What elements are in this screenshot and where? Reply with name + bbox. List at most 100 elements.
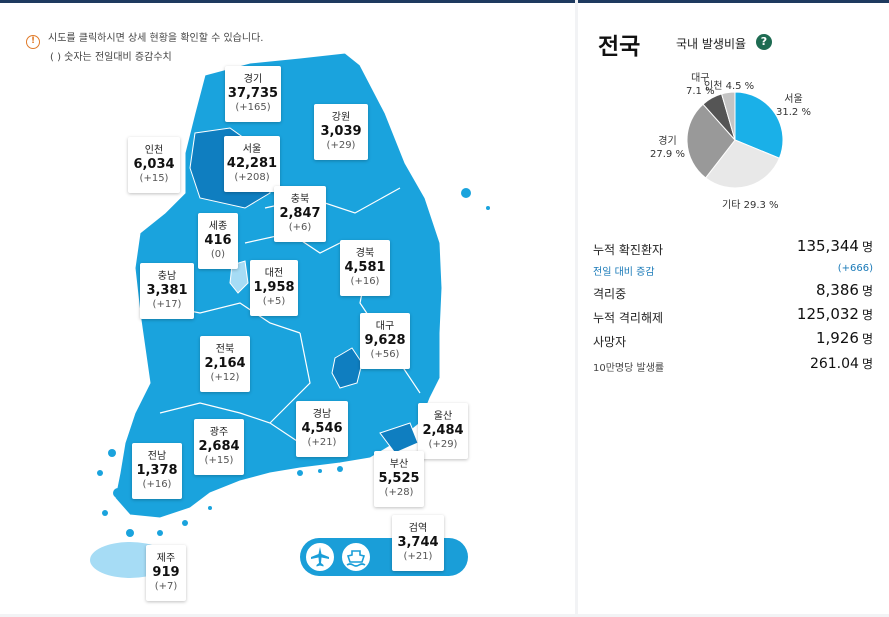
port-button[interactable] (340, 541, 372, 573)
region-delta: (+16) (350, 276, 380, 287)
stat-row-isolated: 격리중 8,386 명 (593, 281, 873, 305)
region-card-gyeonggi[interactable]: 경기 37,735 (+165) (225, 66, 281, 122)
region-count: 2,164 (204, 356, 246, 371)
region-delta: (+5) (262, 296, 286, 307)
region-card-ulsan[interactable]: 울산 2,484 (+29) (418, 403, 468, 459)
region-card-gwangju[interactable]: 광주 2,684 (+15) (194, 419, 244, 475)
region-count: 42,281 (226, 156, 278, 171)
region-delta: (+15) (204, 455, 234, 466)
region-delta: (+29) (326, 140, 356, 151)
region-card-daegu[interactable]: 대구 9,628 (+56) (360, 313, 410, 369)
stat-value: (+666) (837, 263, 873, 274)
stat-value-wrap: 8,386 명 (816, 281, 873, 299)
region-name: 제주 (156, 553, 176, 564)
stat-row-confirmed: 누적 확진환자 135,344 명 (593, 237, 873, 261)
region-name: 검역 (408, 523, 428, 534)
region-name: 세종 (208, 221, 228, 232)
stat-value-wrap: 125,032 명 (797, 305, 873, 323)
region-card-jeju[interactable]: 제주 919 (+7) (146, 545, 186, 601)
stat-unit: 명 (861, 332, 873, 346)
stat-row-rate: 10만명당 발생률 261.04 명 (593, 353, 873, 377)
stats-list: 누적 확진환자 135,344 명 전일 대비 증감 (+666) 격리중 8,3… (593, 237, 873, 377)
stat-value-wrap: 261.04 명 (810, 355, 873, 372)
pie-title: 국내 발생비율 (676, 37, 747, 51)
region-count: 2,684 (198, 439, 240, 454)
region-name: 서울 (242, 144, 262, 155)
stat-label: 전일 대비 증감 (593, 267, 655, 278)
pie-label-pct: 4.5 % (725, 81, 755, 92)
region-count: 919 (152, 565, 180, 580)
pie-label-pct: 7.1 % (686, 86, 715, 97)
region-card-chungbuk[interactable]: 충북 2,847 (+6) (274, 186, 326, 242)
region-card-gangwon[interactable]: 강원 3,039 (+29) (314, 104, 368, 160)
region-card-gyeongnam[interactable]: 경남 4,546 (+21) (296, 401, 348, 457)
region-card-sejong[interactable]: 세종 416 (0) (198, 213, 238, 269)
stat-value: 261.04 (809, 356, 859, 372)
pie-label-etc: 기타 29.3 % (722, 199, 779, 212)
stat-value: 1,926 (816, 329, 859, 347)
region-count: 2,847 (279, 206, 321, 221)
pie-label-pct: 29.3 % (743, 200, 779, 211)
pie-label-pct: 27.9 % (650, 149, 685, 160)
stat-row-released: 누적 격리해제 125,032 명 (593, 305, 873, 329)
region-count: 416 (204, 233, 232, 248)
pie-label-daegu: 대구 7.1 % (686, 72, 715, 98)
region-delta: (+21) (307, 437, 337, 448)
region-count: 2,484 (422, 423, 464, 438)
pie-slice-gyeonggi (686, 103, 736, 179)
region-delta: (+56) (370, 349, 400, 360)
pie-slice-etc (704, 139, 781, 189)
region-card-chungnam[interactable]: 충남 3,381 (+17) (140, 263, 194, 319)
region-card-busan[interactable]: 부산 5,525 (+28) (374, 451, 424, 507)
help-icon[interactable]: ? (756, 34, 772, 50)
stat-value-wrap: 135,344 명 (797, 237, 873, 255)
region-name: 대전 (264, 268, 284, 279)
stat-unit: 명 (861, 284, 873, 298)
region-delta: (+15) (139, 173, 169, 184)
pie-label-name: 기타 (722, 200, 741, 211)
region-delta: (+21) (403, 551, 433, 562)
map-panel: ! 시도를 클릭하시면 상세 현황을 확인할 수 있습니다. ( ) 숫자는 전일… (0, 0, 575, 614)
region-delta: (+165) (235, 102, 271, 113)
region-card-incheon[interactable]: 인천 6,034 (+15) (128, 137, 180, 193)
region-card-jeonbuk[interactable]: 전북 2,164 (+12) (200, 336, 250, 392)
region-delta: (+208) (234, 172, 270, 183)
stat-row-daily-change: 전일 대비 증감 (+666) (593, 261, 873, 281)
region-card-jeonnam[interactable]: 전남 1,378 (+16) (132, 443, 182, 499)
pie-label-name: 경기 (658, 136, 677, 147)
region-name: 충북 (290, 194, 310, 205)
stat-value: 8,386 (816, 281, 859, 299)
region-card-gyeongbuk[interactable]: 경북 4,581 (+16) (340, 240, 390, 296)
stat-label: 사망자 (593, 335, 627, 349)
region-card-daejeon[interactable]: 대전 1,958 (+5) (250, 260, 298, 316)
region-count: 1,378 (136, 463, 178, 478)
map-region-daegu[interactable] (331, 347, 363, 389)
region-card-seoul[interactable]: 서울 42,281 (+208) (224, 136, 280, 192)
notice-text: 시도를 클릭하시면 상세 현황을 확인할 수 있습니다. (48, 33, 264, 44)
pie-label-pct: 31.2 % (776, 107, 811, 118)
region-count: 37,735 (227, 86, 279, 101)
map-region-sejong[interactable] (229, 260, 249, 294)
region-name: 부산 (389, 459, 409, 470)
pie-label-name: 대구 (691, 73, 710, 84)
region-count: 4,581 (344, 260, 386, 275)
stat-unit: 명 (861, 357, 873, 371)
region-count: 9,628 (364, 333, 406, 348)
region-name: 광주 (209, 427, 229, 438)
region-card-quarantine[interactable]: 검역 3,744 (+21) (392, 515, 444, 571)
region-count: 3,381 (146, 283, 188, 298)
stat-row-deaths: 사망자 1,926 명 (593, 329, 873, 353)
region-name: 경기 (243, 74, 263, 85)
region-name: 대구 (375, 321, 395, 332)
airport-button[interactable] (304, 541, 336, 573)
stat-label: 누적 격리해제 (593, 311, 664, 325)
info-icon: ! (26, 35, 40, 49)
notice: ! 시도를 클릭하시면 상세 현황을 확인할 수 있습니다. ( ) 숫자는 전일… (26, 30, 263, 67)
region-delta: (0) (210, 249, 226, 260)
region-name: 전남 (147, 451, 167, 462)
region-title: 전국 (598, 34, 641, 60)
stat-unit: 명 (861, 308, 873, 322)
region-name: 경남 (312, 409, 332, 420)
stat-label: 격리중 (593, 287, 627, 301)
region-delta: (+7) (154, 581, 178, 592)
